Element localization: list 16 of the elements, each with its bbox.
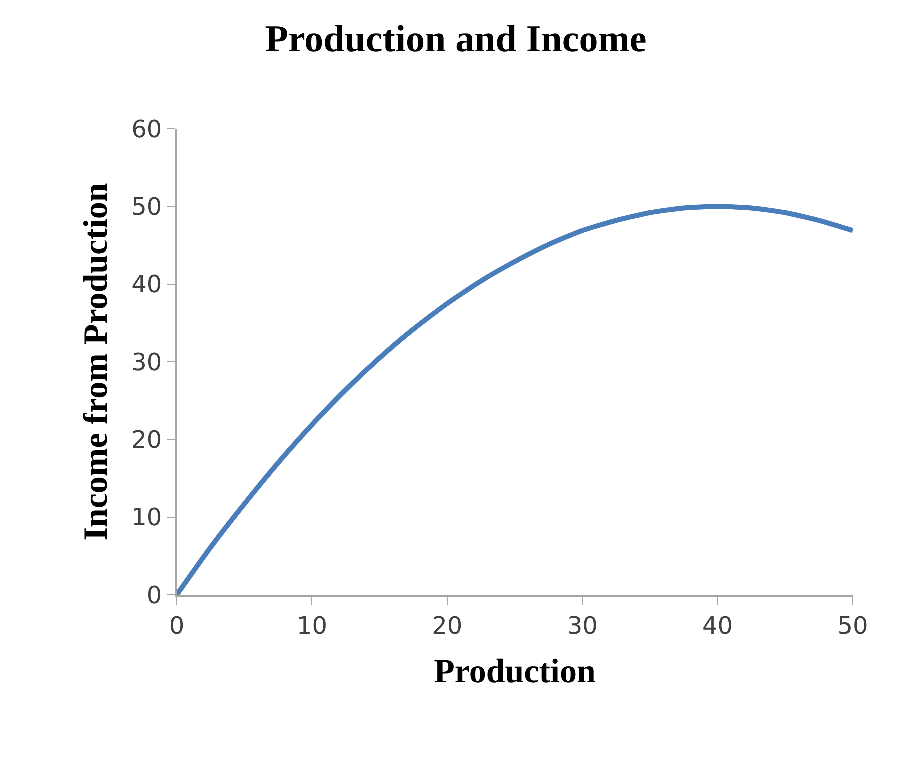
y-tick-label: 60 bbox=[132, 115, 162, 144]
y-axis-title: Income from Production bbox=[78, 183, 115, 541]
x-tick-label: 50 bbox=[838, 612, 868, 640]
x-tick-label: 30 bbox=[567, 612, 598, 640]
x-tick-label: 20 bbox=[432, 612, 463, 640]
y-tick-label: 40 bbox=[132, 270, 162, 299]
chart-title: Production and Income bbox=[265, 18, 647, 60]
y-tick-label: 10 bbox=[132, 504, 162, 532]
y-tick-label: 50 bbox=[132, 193, 162, 222]
x-tick-label: 0 bbox=[169, 612, 185, 640]
x-axis-title: Production bbox=[434, 654, 596, 691]
y-tick-label: 30 bbox=[132, 348, 162, 376]
x-tick-label: 40 bbox=[702, 612, 734, 640]
x-tick-label: 10 bbox=[296, 612, 328, 640]
y-tick-label: 20 bbox=[132, 426, 162, 454]
y-tick-label: 0 bbox=[146, 581, 162, 610]
